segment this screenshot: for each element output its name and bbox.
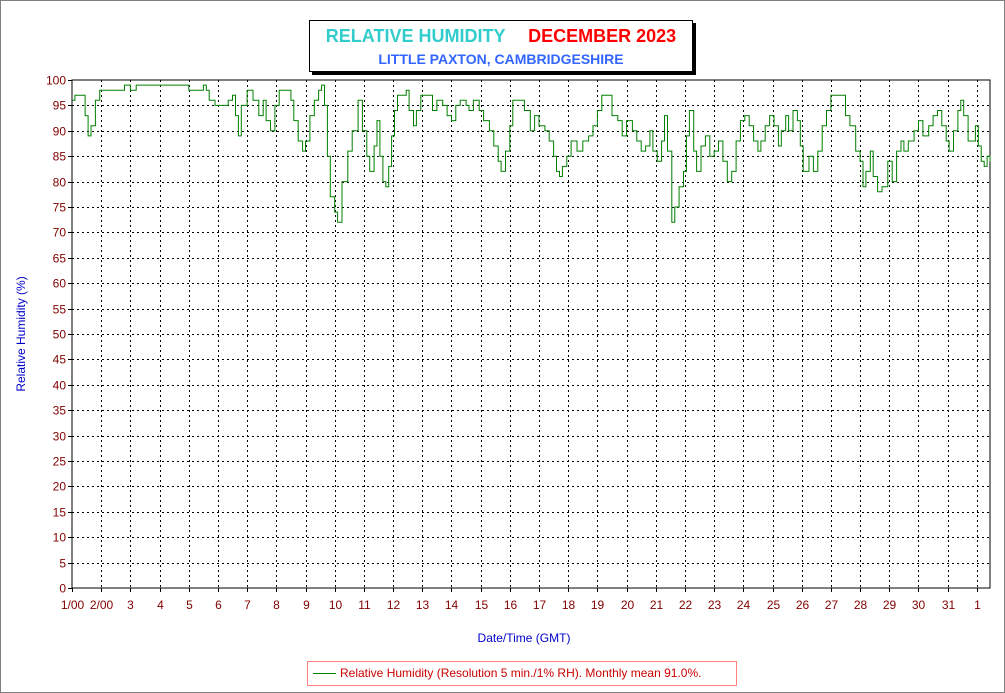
title-box: RELATIVE HUMIDITY DECEMBER 2023 LITTLE P… — [309, 20, 693, 72]
series-line-relative-humidity — [72, 84, 991, 223]
x-tick-labels: 1/00 2/00 3 4 5 6 7 8 9 10 11 12 13 14 15 16 17 18 19 20 21 2… — [61, 598, 981, 612]
x-tick-label: 27 — [825, 598, 839, 612]
x-tick-label: 16 — [504, 598, 518, 612]
x-tick-label: 5 — [186, 598, 193, 612]
y-tick-label: 25 — [53, 455, 67, 469]
y-tick-label: 45 — [53, 353, 67, 367]
x-tick-label: 29 — [883, 598, 897, 612]
x-tick-label: 17 — [533, 598, 547, 612]
x-tick-label: 21 — [650, 598, 664, 612]
x-tick-label: 20 — [621, 598, 635, 612]
grid-layer — [72, 80, 990, 588]
y-tick-label: 65 — [53, 252, 67, 266]
x-tick-label: 3 — [127, 598, 134, 612]
x-tick-label: 1/00 — [61, 598, 85, 612]
y-tick-label: 20 — [53, 480, 67, 494]
x-tick-label: 9 — [303, 598, 310, 612]
y-tick-label: 30 — [53, 430, 67, 444]
y-tick-label: 0 — [59, 582, 66, 596]
x-tick-label: 10 — [329, 598, 343, 612]
x-tick-label: 24 — [737, 598, 751, 612]
y-tick-label: 40 — [53, 379, 67, 393]
chart-title: RELATIVE HUMIDITY — [325, 26, 506, 46]
y-tick-label: 100 — [46, 74, 66, 88]
x-tick-label: 4 — [157, 598, 164, 612]
x-tick-label: 14 — [445, 598, 459, 612]
chart-subtitle: LITTLE PAXTON, CAMBRIDGESHIRE — [378, 51, 624, 67]
x-tick-label: 28 — [854, 598, 868, 612]
title-line: RELATIVE HUMIDITY DECEMBER 2023 — [310, 26, 692, 47]
x-tick-label: 15 — [475, 598, 489, 612]
y-tick-label: 95 — [53, 99, 67, 113]
y-tick-label: 90 — [53, 125, 67, 139]
x-tick-label: 18 — [562, 598, 576, 612]
y-tick-label: 70 — [53, 226, 67, 240]
x-tick-label: 22 — [679, 598, 693, 612]
x-tick-label: 1 — [974, 598, 981, 612]
x-tick-label: 25 — [767, 598, 781, 612]
x-tick-label: 26 — [796, 598, 810, 612]
x-tick-label: 8 — [273, 598, 280, 612]
x-tick-label: 13 — [416, 598, 430, 612]
x-tick-label: 12 — [387, 598, 401, 612]
x-tick-label: 2/00 — [90, 598, 114, 612]
x-tick-label: 11 — [358, 598, 371, 612]
legend-swatch — [313, 673, 336, 674]
y-tick-labels: 0 5 10 15 20 25 30 35 40 45 50 55 60 65 70 75 80 85 90 95 10… — [46, 74, 66, 596]
x-tick-label: 31 — [942, 598, 956, 612]
y-tick-label: 60 — [53, 277, 67, 291]
y-tick-label: 5 — [59, 557, 66, 571]
x-tick-label: 23 — [708, 598, 722, 612]
x-tick-label: 6 — [215, 598, 222, 612]
y-tick-label: 80 — [53, 176, 67, 190]
x-tick-label: 7 — [244, 598, 251, 612]
legend-label: Relative Humidity (Resolution 5 min./1% … — [340, 666, 702, 680]
y-axis-title: Relative Humidity (%) — [14, 276, 28, 391]
y-tick-label: 15 — [53, 506, 67, 520]
y-tick-label: 35 — [53, 404, 67, 418]
y-tick-label: 50 — [53, 328, 67, 342]
chart-month-title: DECEMBER 2023 — [528, 26, 677, 46]
x-tick-label: 19 — [591, 598, 605, 612]
x-tick-label: 30 — [912, 598, 926, 612]
y-tick-label: 55 — [53, 303, 67, 317]
y-tick-label: 10 — [53, 531, 67, 545]
tick-layer — [68, 80, 978, 592]
x-axis-title: Date/Time (GMT) — [478, 631, 571, 645]
legend: Relative Humidity (Resolution 5 min./1% … — [307, 661, 737, 686]
y-tick-label: 85 — [53, 150, 67, 164]
y-tick-label: 75 — [53, 201, 67, 215]
